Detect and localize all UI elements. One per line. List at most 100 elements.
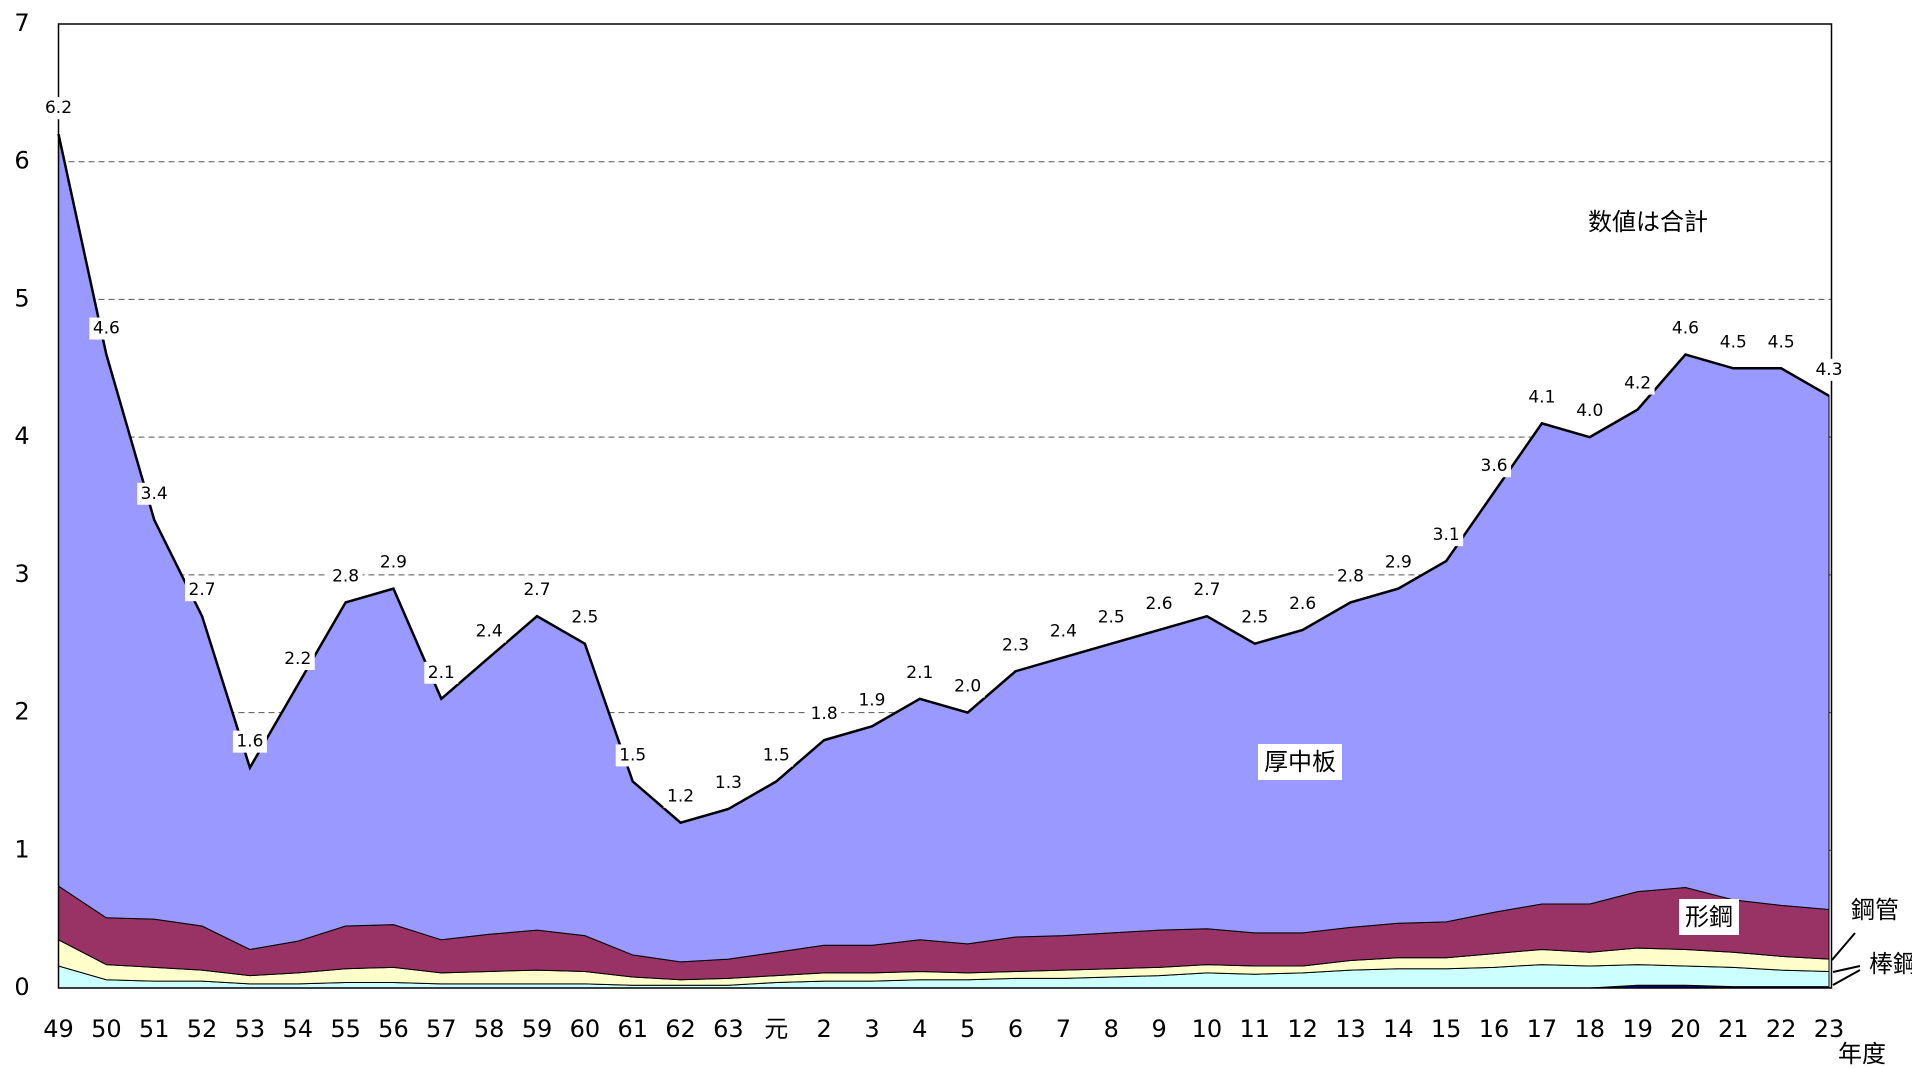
series-label: 鋼管 (1851, 896, 1899, 924)
value-label: 2.5 (571, 608, 598, 628)
x-tick-label: 49 (43, 1015, 74, 1043)
value-label: 1.9 (858, 690, 885, 710)
x-tick-label: 50 (91, 1015, 122, 1043)
value-label-bg (1285, 592, 1320, 615)
value-label: 2.7 (1193, 580, 1220, 600)
x-tick-label: 55 (330, 1015, 361, 1043)
value-label-bg (711, 771, 746, 794)
value-label: 2.0 (954, 677, 981, 697)
value-label: 1.2 (667, 787, 694, 807)
value-label: 6.2 (45, 98, 72, 118)
value-label: 4.2 (1624, 374, 1651, 394)
x-tick-label: 56 (378, 1015, 409, 1043)
value-label: 4.6 (93, 319, 120, 339)
value-label: 4.6 (1672, 319, 1699, 339)
value-label: 2.2 (284, 649, 311, 669)
value-label: 4.0 (1576, 401, 1603, 421)
value-label-bg (1716, 331, 1751, 354)
x-tick-label: 63 (713, 1015, 744, 1043)
value-label: 3.6 (1481, 456, 1508, 476)
x-tick-label: 59 (522, 1015, 553, 1043)
value-label-bg (998, 634, 1033, 657)
value-label-bg (472, 620, 507, 643)
y-tick-label: 4 (14, 422, 29, 450)
y-tick-label: 5 (14, 284, 29, 312)
value-label: 1.8 (811, 704, 838, 724)
y-tick-label: 3 (14, 560, 29, 588)
x-tick-label: 19 (1622, 1015, 1653, 1043)
x-tick-label: 10 (1192, 1015, 1223, 1043)
x-tick-label: 61 (617, 1015, 648, 1043)
x-tick-label: 54 (282, 1015, 313, 1043)
value-label-bg (1237, 606, 1272, 629)
x-tick-label: 9 (1151, 1015, 1166, 1043)
value-label: 2.8 (1337, 566, 1364, 586)
x-tick-label: 4 (912, 1015, 927, 1043)
value-label-bg (1333, 565, 1368, 588)
x-tick-label: 23 (1814, 1015, 1845, 1043)
value-label: 2.5 (1241, 608, 1268, 628)
value-label: 4.1 (1528, 387, 1555, 407)
x-tick-label: 58 (474, 1015, 505, 1043)
arrow (1831, 932, 1856, 961)
value-label: 2.9 (1385, 553, 1412, 573)
x-tick-label: 21 (1718, 1015, 1749, 1043)
value-label: 1.5 (763, 745, 790, 765)
value-label: 2.4 (476, 621, 503, 641)
x-tick-label: 16 (1479, 1015, 1510, 1043)
x-tick-label: 52 (187, 1015, 218, 1043)
value-label-bg (1094, 606, 1129, 629)
value-label-bg (1620, 372, 1655, 395)
series-label-bg (1679, 899, 1739, 935)
value-label: 2.3 (1002, 635, 1029, 655)
value-label-bg (807, 703, 842, 726)
value-label-bg (1046, 620, 1081, 643)
x-tick-label: 20 (1670, 1015, 1701, 1043)
value-label-bg (424, 661, 459, 684)
value-label: 2.1 (906, 663, 933, 683)
x-tick-label: 8 (1104, 1015, 1119, 1043)
value-label-bg (232, 730, 267, 753)
series-label: 棒鋼 (1869, 950, 1912, 978)
arrow (1832, 965, 1861, 973)
x-tick-label: 3 (864, 1015, 879, 1043)
y-tick-label: 1 (14, 835, 29, 863)
value-label-bg (1572, 400, 1607, 423)
value-label-bg (615, 744, 650, 767)
value-label: 2.9 (380, 553, 407, 573)
x-axis-label: 年度 (1838, 1040, 1886, 1068)
x-tick-label: 17 (1527, 1015, 1558, 1043)
x-tick-label: 5 (960, 1015, 975, 1043)
x-tick-label: 13 (1335, 1015, 1366, 1043)
x-tick-label: 15 (1431, 1015, 1462, 1043)
series-label: 厚中板 (1264, 748, 1336, 776)
value-label: 3.1 (1433, 525, 1460, 545)
value-label: 4.3 (1815, 360, 1842, 380)
labels: 6.2 4.6 3.4 2.7 1.6 2.2 2.8 2.9 2.1 2.4 2.7 2.5 1.5 1… (41, 97, 1912, 978)
x-tick-label: 元 (764, 1015, 788, 1043)
series-label-bg (1258, 744, 1342, 780)
x-tick-label: 12 (1287, 1015, 1318, 1043)
value-label-bg (663, 785, 698, 808)
value-label-bg (520, 579, 555, 602)
value-label-bg (1524, 386, 1559, 409)
x-tick-label: 6 (1008, 1015, 1023, 1043)
value-label: 1.6 (236, 732, 263, 752)
value-label-bg (1189, 579, 1224, 602)
areas (57, 133, 1830, 989)
value-label-bg (854, 689, 889, 712)
arrows (1831, 932, 1861, 986)
value-label: 1.3 (715, 773, 742, 793)
value-label: 1.5 (619, 745, 646, 765)
value-label-bg (950, 675, 985, 698)
x-tick-label: 7 (1056, 1015, 1071, 1043)
series-label: 形鋼 (1685, 903, 1733, 931)
value-label: 2.5 (1098, 608, 1125, 628)
value-label: 2.6 (1146, 594, 1173, 614)
x-tick-label: 2 (816, 1015, 831, 1043)
value-label-bg (1668, 317, 1703, 340)
value-label: 2.7 (189, 580, 216, 600)
arrow (1832, 969, 1861, 986)
y-tick-label: 2 (14, 698, 29, 726)
